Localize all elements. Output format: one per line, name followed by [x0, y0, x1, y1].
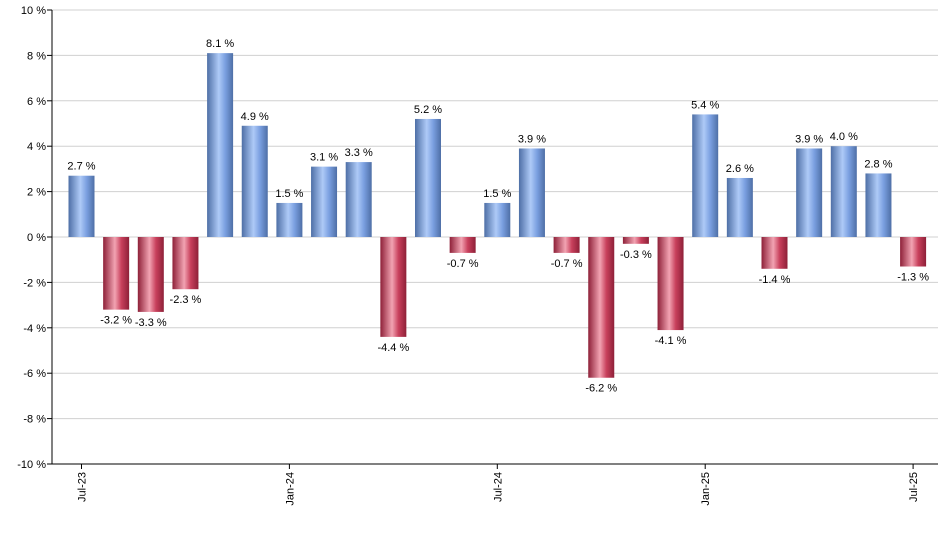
data-label: 2.6 %: [726, 163, 754, 175]
data-label: 1.5 %: [275, 188, 303, 200]
data-label: 2.8 %: [864, 158, 892, 170]
y-tick-label: 6 %: [27, 96, 46, 108]
data-label: -6.2 %: [585, 383, 617, 395]
bar: [484, 202, 511, 237]
x-tick-label: Jan-24: [284, 472, 296, 506]
data-label: -3.3 %: [135, 317, 167, 329]
bar: [553, 237, 580, 253]
bar: [900, 237, 927, 267]
bar: [241, 125, 268, 237]
y-tick-label: 10 %: [21, 5, 46, 17]
data-label: 1.5 %: [483, 188, 511, 200]
x-axis-ticks: Jul-23 Jan-24 Jul-24 Jan-25 Jul-25: [77, 464, 920, 506]
data-label: 3.3 %: [345, 147, 373, 159]
data-label: 2.7 %: [67, 161, 95, 173]
y-tick-label: -4 %: [23, 323, 46, 335]
bar: [103, 237, 130, 310]
bar: [172, 237, 199, 290]
x-tick-label: Jul-23: [77, 472, 89, 502]
data-label: -4.4 %: [377, 342, 409, 354]
data-label: -4.1 %: [655, 335, 687, 347]
bar: [137, 237, 164, 312]
data-label: 5.4 %: [691, 99, 719, 111]
data-label: -0.3 %: [620, 249, 652, 261]
y-tick-label: 0 %: [27, 232, 46, 244]
y-tick-label: 4 %: [27, 141, 46, 153]
y-tick-label: -6 %: [23, 368, 46, 380]
data-label: -1.3 %: [897, 272, 929, 284]
bar: [518, 148, 545, 237]
data-label: 3.1 %: [310, 152, 338, 164]
data-label: -0.7 %: [551, 258, 583, 270]
bar: [380, 237, 407, 337]
y-tick-label: -2 %: [23, 277, 46, 289]
x-tick-label: Jul-25: [908, 472, 920, 502]
data-label: 8.1 %: [206, 38, 234, 50]
data-label: -2.3 %: [170, 294, 202, 306]
axes: [51, 10, 938, 465]
y-tick-label: -8 %: [23, 414, 46, 426]
bars: [68, 53, 927, 378]
bar: [449, 237, 476, 253]
y-axis-ticks: 10 % 8 % 6 % 4 % 2 % 0 % -2 % -4 % -6 % -8 % -10 %: [17, 5, 46, 471]
bar: [415, 118, 441, 237]
bar: [276, 202, 303, 237]
bar: [588, 237, 615, 378]
bar: [207, 53, 234, 237]
y-tick-label: 8 %: [27, 50, 46, 62]
bar: [622, 237, 649, 244]
data-label: 5.2 %: [414, 104, 442, 116]
bar: [657, 237, 684, 331]
y-tick-label: -10 %: [17, 459, 46, 471]
data-label: 3.9 %: [795, 133, 823, 145]
bar: [68, 175, 95, 237]
data-label: 4.9 %: [241, 111, 269, 123]
bar: [692, 114, 719, 237]
bar: [726, 177, 753, 237]
y-tick-label: 2 %: [27, 187, 46, 199]
bar: [796, 148, 823, 237]
data-label: 3.9 %: [518, 133, 546, 145]
bar: [761, 237, 788, 269]
data-label: -3.2 %: [100, 315, 132, 327]
bar: [830, 146, 857, 237]
x-tick-label: Jul-24: [492, 472, 504, 502]
data-labels: 2.7 % -3.2 % -3.3 %-2.3 % 8.1 % 4.9 % 1.5 % 3.…: [67, 38, 929, 395]
bar: [311, 166, 338, 237]
data-label: -0.7 %: [447, 258, 479, 270]
data-label: -1.4 %: [759, 274, 791, 286]
x-tick-label: Jan-25: [700, 472, 712, 506]
bar: [345, 162, 372, 237]
bar: [865, 173, 892, 237]
data-label: 4.0 %: [830, 131, 858, 143]
